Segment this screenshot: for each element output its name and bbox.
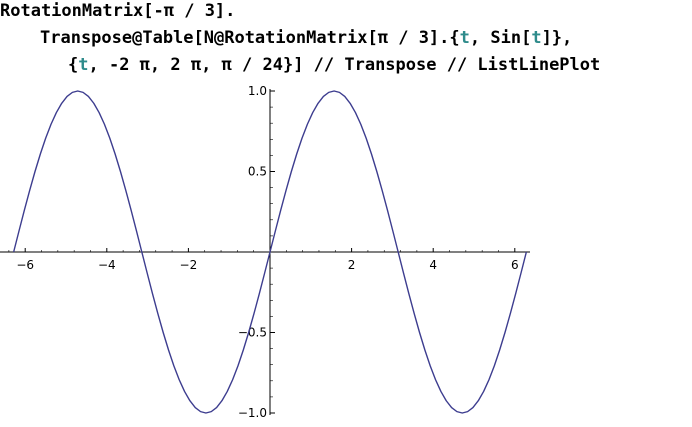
code-symbol: t bbox=[78, 55, 89, 75]
plot-axes bbox=[0, 89, 530, 415]
plot-tick-labels: −6 −4 −2 2 4 6 1.0 0.5 −0.5 −1.0 bbox=[16, 84, 518, 420]
code-token: ]}, bbox=[541, 28, 573, 48]
code-token: , Sin[ bbox=[469, 28, 532, 48]
x-tick-label: 4 bbox=[429, 258, 437, 272]
code-symbol: t bbox=[531, 28, 542, 48]
series-line-0 bbox=[12, 90, 528, 414]
code-token: , -2 π, 2 π, π / 24}] // Transpose // Li… bbox=[88, 55, 601, 75]
code-token: RotationMatrix[-π / 3]. bbox=[0, 1, 236, 21]
code-line-3[interactable]: {t, -2 π, 2 π, π / 24}] // Transpose // … bbox=[68, 54, 600, 76]
plot-ticks bbox=[8, 90, 516, 414]
y-tick-label: 1.0 bbox=[248, 84, 267, 98]
plot-series bbox=[12, 90, 528, 414]
code-symbol: t bbox=[459, 28, 470, 48]
x-tick-label: 6 bbox=[511, 258, 519, 272]
code-token: { bbox=[68, 55, 79, 75]
list-line-plot: −6 −4 −2 2 4 6 1.0 0.5 −0.5 −1.0 bbox=[0, 84, 530, 420]
x-tick-label: −6 bbox=[16, 258, 34, 272]
code-line-2[interactable]: Transpose@Table[N@RotationMatrix[π / 3].… bbox=[40, 27, 572, 49]
code-token: Transpose@Table[N@RotationMatrix[π / 3].… bbox=[40, 28, 460, 48]
x-tick-label: 2 bbox=[348, 258, 356, 272]
x-tick-label: −4 bbox=[98, 258, 116, 272]
y-tick-label: −1.0 bbox=[238, 406, 267, 420]
y-tick-label: 0.5 bbox=[248, 165, 267, 179]
y-tick-label: −0.5 bbox=[238, 326, 267, 340]
code-line-1[interactable]: RotationMatrix[-π / 3]. bbox=[0, 0, 235, 22]
x-tick-label: −2 bbox=[180, 258, 198, 272]
